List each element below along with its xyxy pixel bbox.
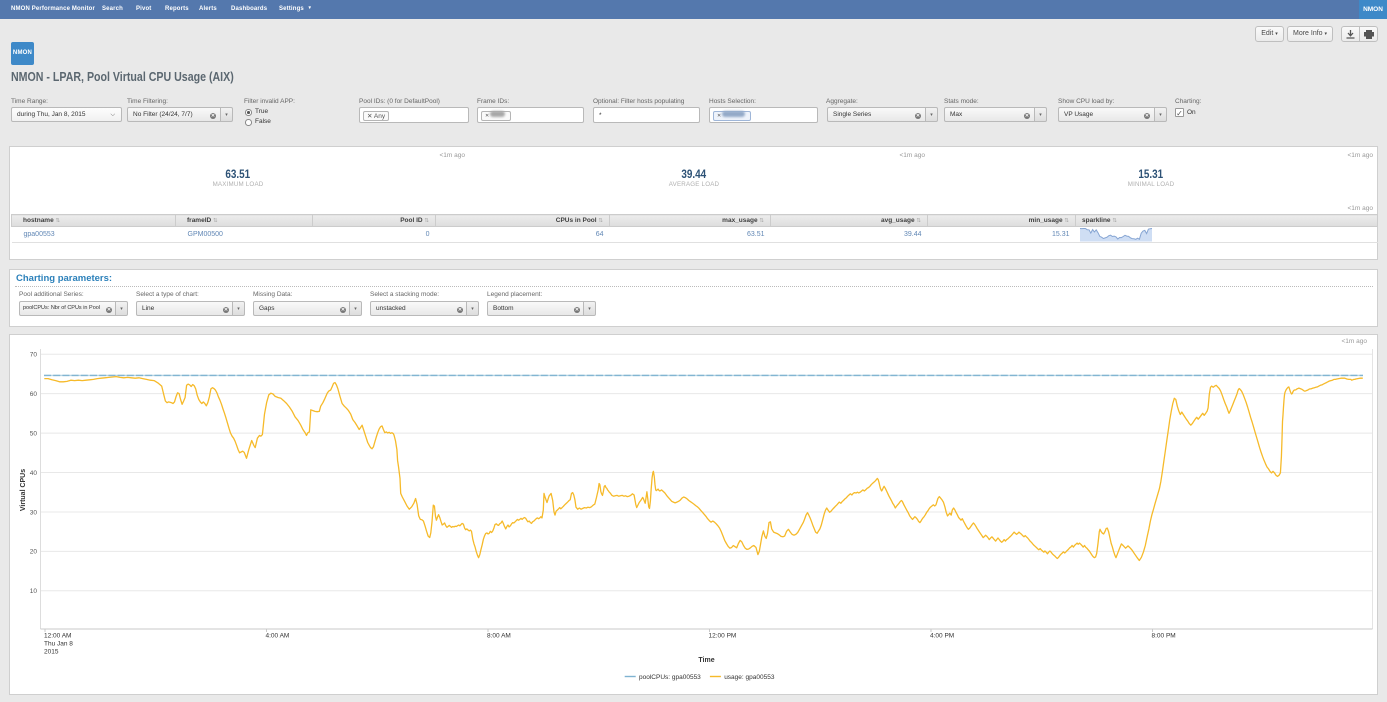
svg-text:60: 60 (30, 391, 38, 398)
svg-text:Time: Time (698, 657, 714, 664)
svg-text:4:00 AM: 4:00 AM (266, 633, 290, 640)
svg-text:12:00 PM: 12:00 PM (709, 633, 737, 640)
svg-text:50: 50 (30, 430, 38, 437)
svg-text:20: 20 (30, 549, 38, 556)
svg-text:2015: 2015 (44, 649, 59, 656)
svg-text:70: 70 (30, 352, 38, 359)
svg-text:30: 30 (30, 509, 38, 516)
svg-text:4:00 PM: 4:00 PM (930, 633, 954, 640)
svg-text:40: 40 (30, 470, 38, 477)
svg-text:8:00 PM: 8:00 PM (1152, 633, 1176, 640)
svg-text:12:00 AM: 12:00 AM (44, 633, 71, 640)
svg-text:Thu Jan 8: Thu Jan 8 (44, 641, 73, 648)
svg-text:poolCPUs: gpa00553: poolCPUs: gpa00553 (639, 674, 701, 681)
svg-text:usage: gpa00553: usage: gpa00553 (724, 674, 775, 681)
svg-text:10: 10 (30, 588, 38, 595)
svg-text:8:00 AM: 8:00 AM (487, 633, 511, 640)
svg-text:Virtual CPUs: Virtual CPUs (20, 469, 27, 511)
